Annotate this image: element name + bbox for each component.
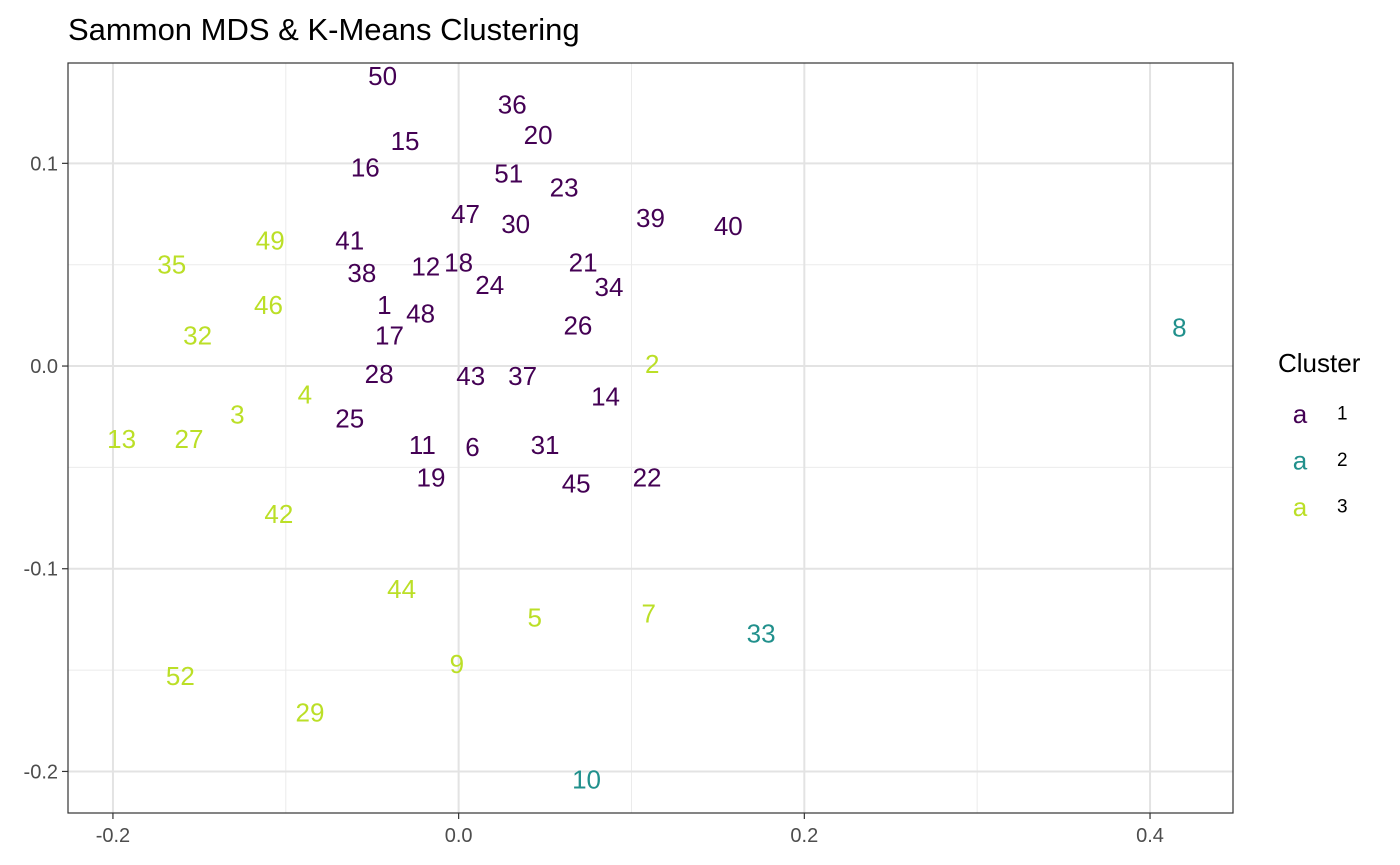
point-label-32: 32 (183, 321, 212, 351)
legend-key-glyph: a (1293, 399, 1308, 429)
plot-border (67, 62, 1234, 814)
y-tick-label: 0.0 (30, 356, 58, 378)
point-label-27: 27 (175, 424, 204, 454)
legend-title: Cluster (1278, 348, 1361, 378)
point-label-50: 50 (368, 61, 397, 91)
point-label-42: 42 (264, 499, 293, 529)
x-tick-label: 0.0 (445, 825, 473, 847)
legend-label: 2 (1337, 450, 1348, 471)
point-label-23: 23 (550, 173, 579, 203)
point-label-25: 25 (335, 404, 364, 434)
point-label-2: 2 (645, 349, 659, 379)
point-label-33: 33 (747, 619, 776, 649)
point-label-44: 44 (387, 574, 416, 604)
point-label-46: 46 (254, 290, 283, 320)
point-label-28: 28 (365, 359, 394, 389)
legend: Cluster a 1 a 2 a 3 (1278, 348, 1361, 522)
point-label-8: 8 (1172, 313, 1186, 343)
legend-label: 1 (1337, 404, 1348, 425)
point-label-40: 40 (714, 211, 743, 241)
point-label-18: 18 (444, 248, 473, 278)
point-label-16: 16 (351, 152, 380, 182)
point-label-3: 3 (230, 400, 244, 430)
y-tick-label: -0.2 (24, 761, 58, 783)
point-label-39: 39 (636, 203, 665, 233)
point-label-14: 14 (591, 381, 620, 411)
point-label-26: 26 (563, 311, 592, 341)
point-label-37: 37 (508, 361, 537, 391)
point-label-6: 6 (465, 432, 479, 462)
point-label-43: 43 (456, 361, 485, 391)
minor-gridlines (68, 63, 1233, 813)
point-label-45: 45 (562, 469, 591, 499)
point-label-35: 35 (157, 250, 186, 280)
legend-label: 3 (1337, 497, 1348, 518)
point-label-24: 24 (475, 270, 504, 300)
point-label-41: 41 (335, 225, 364, 255)
point-label-38: 38 (347, 258, 376, 288)
point-label-4: 4 (298, 379, 312, 409)
point-label-19: 19 (417, 463, 446, 493)
chart-title: Sammon MDS & K-Means Clustering (68, 12, 580, 47)
x-axis: -0.2 0.0 0.2 0.4 (96, 813, 1164, 847)
legend-key-glyph: a (1293, 492, 1308, 522)
point-label-9: 9 (450, 649, 464, 679)
point-label-34: 34 (595, 272, 624, 302)
point-label-15: 15 (391, 126, 420, 156)
point-label-5: 5 (527, 602, 541, 632)
point-label-47: 47 (451, 199, 480, 229)
plot-panel (68, 63, 1233, 813)
x-tick-label: -0.2 (96, 825, 130, 847)
point-label-52: 52 (166, 661, 195, 691)
point-label-51: 51 (494, 158, 523, 188)
point-label-29: 29 (296, 698, 325, 728)
point-label-11: 11 (409, 430, 436, 460)
point-label-13: 13 (107, 424, 136, 454)
point-label-49: 49 (256, 225, 285, 255)
point-label-21: 21 (569, 248, 598, 278)
point-label-20: 20 (524, 120, 553, 150)
major-gridlines (68, 63, 1233, 813)
point-label-1: 1 (377, 290, 391, 320)
point-label-7: 7 (642, 598, 656, 628)
point-label-36: 36 (498, 90, 527, 120)
x-tick-label: 0.2 (790, 825, 818, 847)
legend-entries: a 1 a 2 a 3 (1293, 399, 1348, 522)
y-tick-label: 0.1 (30, 153, 58, 175)
point-label-12: 12 (411, 252, 440, 282)
point-label-48: 48 (406, 298, 435, 328)
point-label-22: 22 (633, 463, 662, 493)
point-label-17: 17 (375, 321, 404, 351)
y-axis: -0.2 -0.1 0.0 0.1 (24, 153, 68, 783)
y-tick-label: -0.1 (24, 559, 58, 581)
point-label-30: 30 (501, 209, 530, 239)
point-label-31: 31 (531, 430, 560, 460)
legend-key-glyph: a (1293, 446, 1308, 476)
x-tick-label: 0.4 (1136, 825, 1164, 847)
point-label-10: 10 (572, 765, 601, 795)
